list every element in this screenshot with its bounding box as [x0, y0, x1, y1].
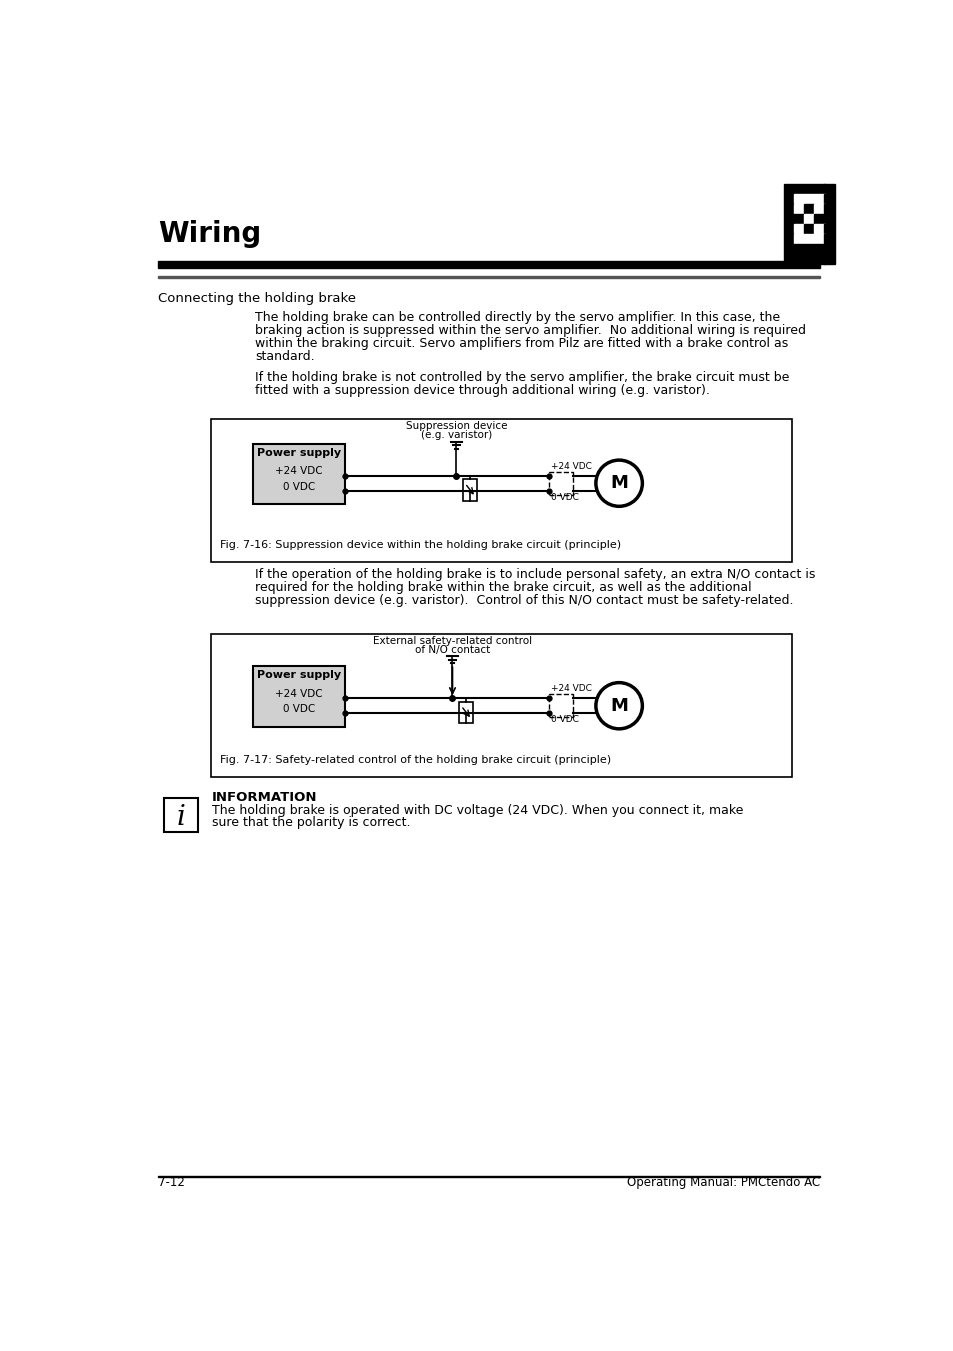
Bar: [823, 243, 834, 254]
Text: braking action is suppressed within the servo amplifier.  No additional wiring i: braking action is suppressed within the …: [254, 324, 805, 336]
Bar: [814, 193, 823, 204]
Bar: [783, 184, 794, 193]
Bar: [211, 419, 791, 562]
Bar: [803, 204, 814, 213]
Text: suppression device (e.g. varistor).  Control of this N/O contact must be safety-: suppression device (e.g. varistor). Cont…: [254, 594, 793, 607]
Text: 0 VDC: 0 VDC: [283, 704, 314, 715]
Bar: [158, 261, 819, 269]
Bar: [814, 213, 823, 224]
Bar: [814, 204, 823, 213]
Text: within the braking circuit. Servo amplifiers from Pilz are fitted with a brake c: within the braking circuit. Servo amplif…: [254, 336, 787, 350]
Bar: [803, 193, 814, 204]
Bar: [803, 184, 814, 193]
Text: 0 VDC: 0 VDC: [283, 482, 314, 492]
Bar: [814, 254, 823, 263]
Bar: [783, 254, 794, 263]
Text: +24 VDC: +24 VDC: [275, 689, 322, 698]
Bar: [803, 243, 814, 254]
Bar: [794, 224, 803, 234]
Bar: [823, 204, 834, 213]
Text: Suppression device: Suppression device: [405, 422, 507, 431]
Bar: [814, 184, 823, 193]
Bar: [814, 243, 823, 254]
Text: INFORMATION: INFORMATION: [212, 792, 317, 804]
Bar: [794, 213, 803, 224]
Text: Power supply: Power supply: [256, 447, 341, 458]
Bar: [211, 634, 791, 777]
Bar: [783, 224, 794, 234]
Bar: [783, 204, 794, 213]
Bar: [803, 234, 814, 243]
Bar: [794, 254, 803, 263]
Text: 0 VDC: 0 VDC: [550, 493, 578, 501]
Text: +24 VDC: +24 VDC: [550, 462, 591, 471]
Bar: [814, 234, 823, 243]
Text: The holding brake can be controlled directly by the servo amplifier. In this cas: The holding brake can be controlled dire…: [254, 311, 780, 324]
Bar: [794, 184, 803, 193]
Bar: [823, 224, 834, 234]
Bar: [783, 234, 794, 243]
Text: External safety-related control: External safety-related control: [373, 636, 532, 646]
Text: Power supply: Power supply: [256, 670, 341, 681]
Bar: [794, 204, 803, 213]
Bar: [463, 480, 476, 501]
Bar: [803, 254, 814, 263]
Text: sure that the polarity is correct.: sure that the polarity is correct.: [212, 816, 411, 830]
Bar: [783, 213, 794, 224]
Text: Fig. 7-17: Safety-related control of the holding brake circuit (principle): Fig. 7-17: Safety-related control of the…: [220, 755, 611, 765]
Bar: [823, 213, 834, 224]
Bar: [783, 243, 794, 254]
Text: fitted with a suppression device through additional wiring (e.g. varistor).: fitted with a suppression device through…: [254, 384, 709, 397]
Text: The holding brake is operated with DC voltage (24 VDC). When you connect it, mak: The holding brake is operated with DC vo…: [212, 804, 742, 816]
Text: Operating Manual: PMCtendo AC: Operating Manual: PMCtendo AC: [626, 1177, 819, 1189]
Text: Connecting the holding brake: Connecting the holding brake: [158, 292, 355, 304]
Text: If the holding brake is not controlled by the servo amplifier, the brake circuit: If the holding brake is not controlled b…: [254, 372, 788, 384]
Bar: [823, 193, 834, 204]
Bar: [823, 254, 834, 263]
Bar: [823, 184, 834, 193]
Text: If the operation of the holding brake is to include personal safety, an extra N/: If the operation of the holding brake is…: [254, 567, 815, 581]
Bar: [783, 193, 794, 204]
Bar: [459, 703, 473, 723]
Text: Fig. 7-16: Suppression device within the holding brake circuit (principle): Fig. 7-16: Suppression device within the…: [220, 540, 620, 550]
Text: (e.g. varistor): (e.g. varistor): [420, 430, 492, 440]
Bar: [794, 193, 803, 204]
Text: required for the holding brake within the brake circuit, as well as the addition: required for the holding brake within th…: [254, 581, 751, 594]
Circle shape: [596, 461, 641, 507]
Text: Wiring: Wiring: [158, 220, 261, 249]
Bar: [803, 213, 814, 224]
Text: of N/O contact: of N/O contact: [415, 644, 490, 655]
Circle shape: [596, 682, 641, 728]
Bar: [794, 243, 803, 254]
Text: i: i: [176, 804, 186, 831]
Text: 0 VDC: 0 VDC: [550, 715, 578, 724]
Bar: [549, 694, 572, 717]
Text: M: M: [610, 474, 627, 492]
Text: 7-12: 7-12: [158, 1177, 185, 1189]
Text: M: M: [610, 697, 627, 715]
Bar: [794, 234, 803, 243]
Text: +24 VDC: +24 VDC: [550, 685, 591, 693]
Bar: [164, 798, 198, 832]
Text: +24 VDC: +24 VDC: [275, 466, 322, 477]
Text: standard.: standard.: [254, 350, 314, 363]
Bar: [803, 224, 814, 234]
Bar: [814, 224, 823, 234]
Bar: [253, 666, 344, 727]
Bar: [549, 471, 572, 494]
Bar: [253, 444, 344, 504]
Bar: [823, 234, 834, 243]
